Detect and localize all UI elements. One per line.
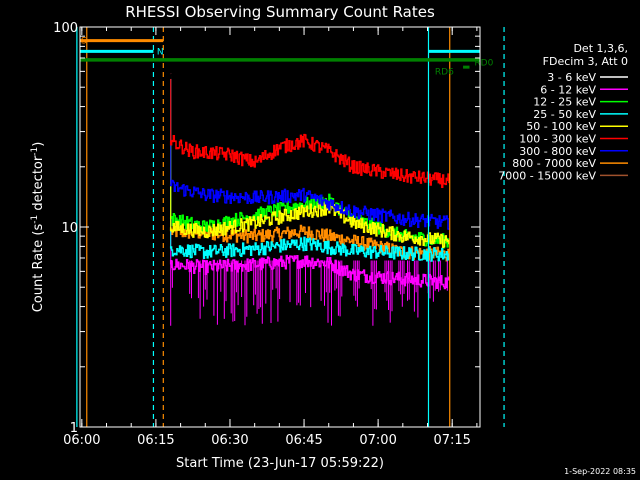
y-axis-label-main: Count Rate (s [31,224,46,313]
chart-title: RHESSI Observing Summary Count Rates [125,3,435,21]
x-tick-label-06:30: 06:30 [211,433,248,448]
x-axis-label: Start Time (23-Jun-17 05:59:22) [176,456,384,471]
annotation-rd0: RD0 [474,58,493,68]
line-25-50-kev [169,236,450,262]
line-3-6-kev [169,71,450,104]
legend-label-6-12-kev: 6 - 12 keV [540,83,596,96]
legend-label-7000-15000-kev: 7000 - 15000 keV [498,169,596,182]
legend-label-12-25-kev: 12 - 25 keV [533,96,596,109]
x-tick-label-06:00: 06:00 [63,433,100,448]
x-tick-label-07:15: 07:15 [433,433,470,448]
y-axis-label-sup2: -1 [30,147,40,156]
y-tick-label-10: 10 [61,221,78,236]
legend-entry-7000-15000-kev: 7000 - 15000 keV [498,169,628,182]
line-100-300-kev [169,133,450,189]
series-100-300-kev [169,73,450,189]
legend-label-3-6-kev: 3 - 6 keV [547,71,596,84]
line-50-100-kev [169,202,450,249]
legend-label-800-7000-kev: 800 - 7000 keV [512,157,596,170]
series-layer [169,71,450,326]
x-tick-label-06:15: 06:15 [137,433,174,448]
line-300-800-kev [169,179,450,230]
line-6-12-kev [169,254,450,290]
x-tick-label-06:45: 06:45 [285,433,322,448]
legend-header-line1: Det 1,3,6, [573,42,628,55]
legend-label-25-50-kev: 25 - 50 keV [533,108,596,121]
svg-text:Count Rate (s-1 detector-1): Count Rate (s-1 detector-1) [30,142,46,313]
annotation-s: S [81,37,87,47]
spikes-6-12-kev [170,260,448,326]
legend-entry-6-12-kev: 6 - 12 keV [540,83,628,96]
annotation-n: N [157,47,164,57]
y-axis-label-end: ) [31,142,46,147]
legend-entry-300-800-kev: 300 - 800 keV [519,145,628,158]
y-axis-label: Count Rate (s-1 detector-1) [30,142,46,313]
footer-timestamp: 1-Sep-2022 08:35 [564,467,636,476]
annotation-rd6: RD6 [435,67,454,77]
legend-entry-100-300-kev: 100 - 300 keV [519,133,628,146]
legend-entry-50-100-kev: 50 - 100 keV [526,120,628,133]
legend-entry-800-7000-kev: 800 - 7000 keV [512,157,628,170]
x-tick-label-07:00: 07:00 [359,433,396,448]
legend-label-300-800-kev: 300 - 800 keV [519,145,596,158]
overlay-layer: S N RD0 RD6 [76,27,505,427]
legend-entry-12-25-kev: 12 - 25 keV [533,96,628,109]
series-3-6-kev [169,71,450,104]
y-tick-label-100: 100 [53,21,78,36]
y-axis-label-sup1: -1 [30,215,40,224]
plot-area: S N RD0 RD6 06:00 06:15 06:30 06:45 07:00 07:15 1… [53,21,505,448]
legend-entry-3-6-kev: 3 - 6 keV [547,71,628,84]
y-tick-label-1: 1 [70,421,78,436]
legend-label-50-100-kev: 50 - 100 keV [526,120,596,133]
y-axis-label-rest: detector [31,155,46,215]
legend-label-100-300-kev: 100 - 300 keV [519,133,596,146]
legend-entry-25-50-kev: 25 - 50 keV [533,108,628,121]
legend-header-line2: FDecim 3, Att 0 [543,55,628,68]
axis-layer: 06:00 06:15 06:30 06:45 07:00 07:15 1 10 100 [53,21,480,448]
